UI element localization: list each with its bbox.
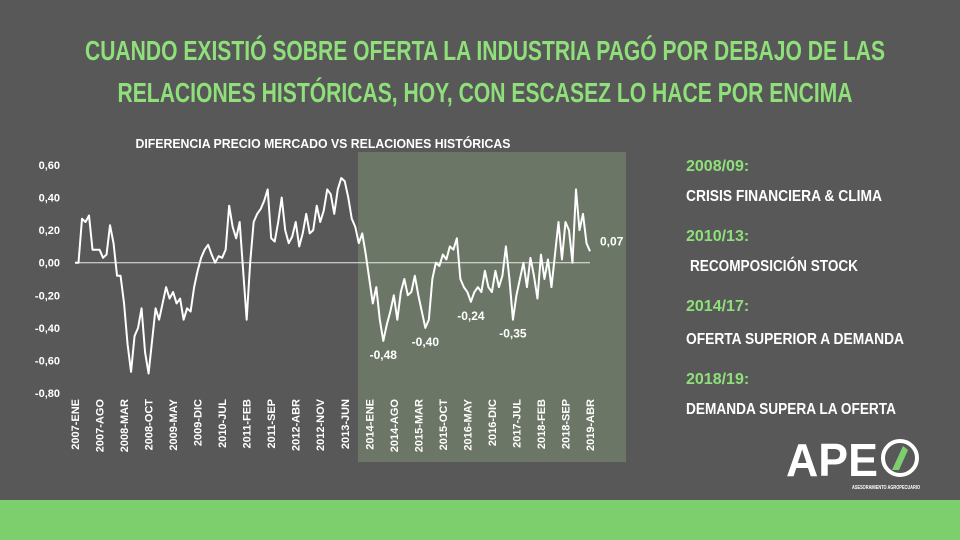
x-tick-label: 2007-AGO <box>95 399 107 453</box>
note-period: 2018/19: <box>686 371 749 388</box>
x-tick-label: 2013-JUN <box>340 399 352 449</box>
y-tick-label: -0,20 <box>35 290 60 302</box>
y-tick-label: 0,40 <box>39 193 60 205</box>
logo-leaf <box>892 446 908 470</box>
data-line <box>75 177 591 375</box>
y-tick-label: -0,60 <box>35 355 60 367</box>
x-tick-label: 2017-JUL <box>511 399 523 448</box>
chart-title: DIFERENCIA PRECIO MERCADO VS RELACIONES … <box>136 136 511 151</box>
y-tick-label: 0,20 <box>39 225 60 237</box>
data-label: -0,48 <box>370 348 398 362</box>
y-tick-label: -0,80 <box>35 388 60 400</box>
data-label: 0,07 <box>600 234 624 248</box>
note-period: 2008/09: <box>686 158 749 175</box>
logo-name: APE <box>786 434 878 486</box>
note-text: CRISIS FINANCIERA & CLIMA <box>686 188 882 205</box>
x-tick-label: 2008-OCT <box>144 399 156 451</box>
y-tick-label: 0,60 <box>39 160 60 172</box>
note-text: DEMANDA SUPERA LA OFERTA <box>686 401 896 418</box>
x-tick-label: 2011-SEP <box>266 399 278 449</box>
slide-title: RELACIONES HISTÓRICAS, HOY, CON ESCASEZ … <box>118 77 853 108</box>
footer-bar <box>0 500 960 540</box>
data-label: -0,24 <box>457 309 485 323</box>
x-tick-label: 2018-FEB <box>536 399 548 449</box>
x-tick-label: 2007-ENE <box>70 399 82 450</box>
x-tick-label: 2016-DIC <box>487 399 499 446</box>
note-text: OFERTA SUPERIOR A DEMANDA <box>686 331 904 348</box>
x-tick-label: 2019-ABR <box>585 399 597 451</box>
x-tick-label: 2011-FEB <box>242 399 254 449</box>
x-tick-label: 2009-MAY <box>168 398 180 450</box>
x-tick-label: 2012-NOV <box>315 398 327 451</box>
x-tick-label: 2008-MAR <box>119 399 131 452</box>
x-tick-label: 2012-ABR <box>291 399 303 451</box>
note-period: 2014/17: <box>686 298 749 315</box>
note-period: 2010/13: <box>686 228 749 245</box>
x-tick-label: 2016-MAY <box>462 398 474 450</box>
x-tick-label: 2014-ENE <box>364 399 376 450</box>
y-tick-label: -0,40 <box>35 323 60 335</box>
x-tick-label: 2015-MAR <box>413 399 425 452</box>
logo-subtitle: ASESORAMIENTO AGROPECUARIO <box>852 485 920 491</box>
note-text: RECOMPOSICIÓN STOCK <box>690 256 858 275</box>
slide-title: CUANDO EXISTIÓ SOBRE OFERTA LA INDUSTRIA… <box>85 35 885 66</box>
x-tick-label: 2015-OCT <box>438 399 450 451</box>
x-tick-label: 2009-DIC <box>193 399 205 446</box>
y-tick-label: 0,00 <box>39 258 60 270</box>
logo-mark <box>881 439 919 477</box>
x-tick-label: 2014-AGO <box>389 399 401 453</box>
data-label: -0,35 <box>499 327 527 341</box>
highlight-region <box>358 152 626 462</box>
data-label: -0,40 <box>412 335 440 349</box>
x-tick-label: 2010-JUL <box>217 399 229 448</box>
x-tick-label: 2018-SEP <box>560 399 572 449</box>
